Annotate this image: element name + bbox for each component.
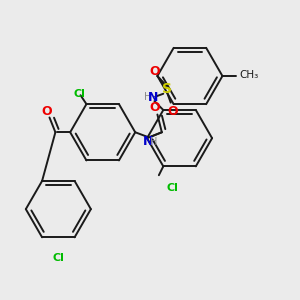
Text: O: O bbox=[149, 65, 160, 78]
Text: S: S bbox=[162, 82, 172, 96]
Text: H: H bbox=[150, 137, 158, 147]
Text: Cl: Cl bbox=[73, 89, 85, 99]
Text: H: H bbox=[144, 92, 152, 102]
Text: O: O bbox=[41, 105, 52, 118]
Text: CH₃: CH₃ bbox=[239, 70, 259, 80]
Text: N: N bbox=[148, 91, 158, 104]
Text: O: O bbox=[149, 101, 160, 114]
Text: N: N bbox=[143, 135, 154, 148]
Text: O: O bbox=[168, 105, 178, 118]
Text: Cl: Cl bbox=[52, 254, 64, 263]
Text: Cl: Cl bbox=[166, 182, 178, 193]
